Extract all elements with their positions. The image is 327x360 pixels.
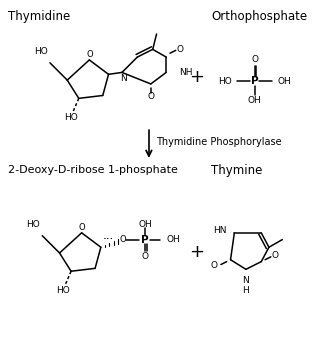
Text: O: O: [86, 50, 93, 59]
Text: O: O: [147, 92, 154, 101]
Text: 2-Deoxy-D-ribose 1-phosphate: 2-Deoxy-D-ribose 1-phosphate: [8, 165, 178, 175]
Text: ···: ···: [103, 233, 114, 246]
Text: +: +: [189, 243, 204, 261]
Text: HO: HO: [218, 77, 232, 86]
Text: HO: HO: [34, 47, 48, 56]
Text: O: O: [271, 251, 278, 260]
Text: P: P: [251, 76, 258, 86]
Text: +: +: [189, 68, 204, 86]
Text: OH: OH: [166, 235, 180, 244]
Text: Orthophosphate: Orthophosphate: [211, 10, 307, 23]
Text: O: O: [120, 235, 126, 244]
Text: OH: OH: [138, 220, 152, 229]
Text: HO: HO: [26, 220, 40, 229]
Text: O: O: [252, 55, 259, 64]
Text: O: O: [176, 45, 183, 54]
Text: P: P: [141, 235, 149, 244]
Text: HN: HN: [213, 226, 227, 235]
Text: Thymine: Thymine: [211, 164, 263, 177]
Text: OH: OH: [278, 77, 291, 86]
Text: OH: OH: [248, 96, 261, 105]
Text: HO: HO: [64, 113, 78, 122]
Text: NH: NH: [180, 68, 193, 77]
Text: N: N: [243, 276, 249, 285]
Text: O: O: [210, 261, 217, 270]
Text: HO: HO: [57, 286, 70, 295]
Text: O: O: [78, 222, 85, 231]
Text: Thymidine: Thymidine: [8, 10, 70, 23]
Text: O: O: [142, 252, 148, 261]
Text: H: H: [243, 286, 249, 295]
Text: N: N: [121, 74, 127, 83]
Text: Thymidine Phosphorylase: Thymidine Phosphorylase: [156, 136, 281, 147]
